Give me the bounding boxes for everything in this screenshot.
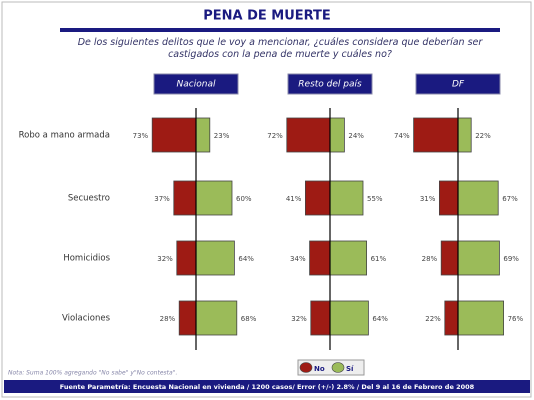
bar-si [457,300,504,336]
legend-box [297,359,365,376]
value-label: 64% [372,315,388,323]
panel-header [153,73,239,95]
legend-swatch [299,362,313,373]
bar-no [178,300,197,336]
note: Nota: Suma 100% agregando "No sabe" y"No… [8,370,177,377]
value-label: 28% [422,255,438,263]
bar-si [195,240,235,276]
value-label: 64% [238,255,254,263]
bar-si [329,117,345,153]
panel-header [415,73,501,95]
bar-no [413,117,459,153]
bar-no [304,180,331,216]
category-label: Secuestro [68,194,110,204]
category-label: Robo a mano armada [19,131,110,141]
bar-si [195,180,233,216]
title-underline [60,28,500,32]
panel-title: Resto del país [298,80,362,90]
value-label: 22% [475,132,491,140]
bar-no [310,300,331,336]
value-label: 72% [267,132,283,140]
bar-si [329,180,364,216]
value-label: 41% [286,195,302,203]
bar-no [173,180,197,216]
legend-swatch [331,362,345,373]
bar-si [457,240,500,276]
value-label: 24% [348,132,364,140]
panel-title: Nacional [177,80,216,90]
panel-header [287,73,373,95]
bar-no [309,240,331,276]
value-label: 32% [291,315,307,323]
bar-no [440,240,459,276]
bar-si [329,300,369,336]
value-label: 37% [154,195,170,203]
bar-no [176,240,197,276]
bar-no [438,180,459,216]
value-label: 32% [157,255,173,263]
bar-no [151,117,197,153]
value-label: 67% [502,195,518,203]
value-label: 31% [420,195,436,203]
bar-si [195,117,211,153]
chart-title: PENA DE MUERTE [203,9,331,24]
bar-si [329,240,367,276]
footer-bar [4,380,530,393]
bar-no [444,300,459,336]
bar-no [286,117,331,153]
legend-label: No [314,365,325,373]
value-label: 28% [160,315,176,323]
source: Fuente Parametría: Encuesta Nacional en … [60,383,475,391]
category-label: Homicidios [63,254,110,264]
bar-si [195,300,238,336]
legend-label: Sí [346,365,354,373]
value-label: 69% [503,255,519,263]
value-label: 55% [367,195,383,203]
panel-title: DF [452,80,465,90]
value-label: 61% [371,255,387,263]
category-label: Violaciones [62,314,111,324]
value-label: 34% [290,255,306,263]
question: De los siguientes delitos que le voy a m… [77,37,483,60]
value-label: 76% [508,315,524,323]
bar-si [457,180,499,216]
value-label: 74% [394,132,410,140]
value-label: 73% [133,132,149,140]
value-label: 60% [236,195,252,203]
value-label: 23% [214,132,230,140]
bar-si [457,117,472,153]
value-label: 68% [241,315,257,323]
value-label: 22% [425,315,441,323]
